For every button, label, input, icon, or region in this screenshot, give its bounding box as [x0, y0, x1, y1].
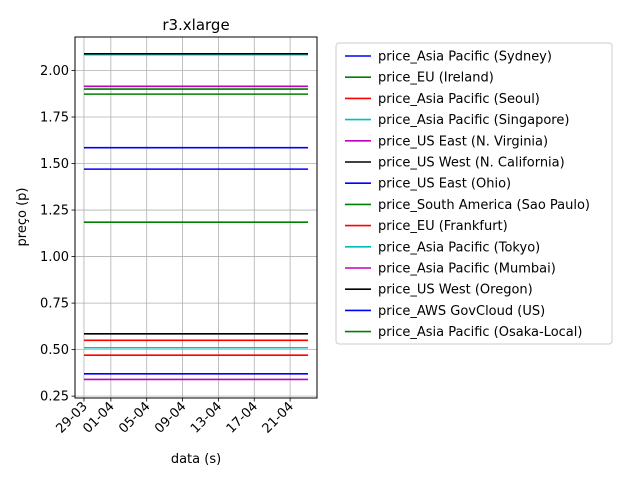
- y-tick-label: 1.75: [40, 111, 69, 126]
- y-axis-label: preço (p): [15, 188, 30, 247]
- legend-label: price_US West (Oregon): [378, 283, 533, 298]
- y-tick-label: 0.75: [40, 297, 69, 312]
- legend-label: price_Asia Pacific (Tokyo): [378, 240, 540, 255]
- chart-title: r3.xlarge: [162, 16, 229, 34]
- y-tick-label: 1.00: [40, 250, 69, 265]
- legend-label: price_EU (Frankfurt): [378, 219, 508, 234]
- legend-label: price_Asia Pacific (Sydney): [378, 50, 552, 65]
- legend-label: price_AWS GovCloud (US): [378, 304, 545, 319]
- y-tick-label: 0.25: [40, 390, 69, 405]
- series-lines: [83, 52, 309, 381]
- legend-label: price_EU (Ireland): [378, 71, 494, 86]
- legend-label: price_Asia Pacific (Singapore): [378, 113, 569, 128]
- legend-label: price_Asia Pacific (Osaka-Local): [378, 325, 582, 340]
- y-tick-label: 1.50: [40, 157, 69, 172]
- legend-label: price_Asia Pacific (Mumbai): [378, 262, 556, 277]
- y-tick-label: 2.00: [40, 64, 69, 79]
- legend-label: price_Asia Pacific (Seoul): [378, 92, 540, 107]
- legend: price_Asia Pacific (Sydney) price_EU (Ire…: [335, 42, 613, 345]
- y-axis: 0.25 0.50 0.75 1.00 1.25 1.50 1.75 2.00: [40, 64, 75, 405]
- legend-label: price_US East (Ohio): [378, 177, 511, 192]
- legend-frame: [335, 42, 613, 345]
- y-tick-label: 0.50: [40, 343, 69, 358]
- x-axis-label: data (s): [171, 452, 221, 467]
- legend-label: price_South America (Sao Paulo): [378, 198, 590, 213]
- y-tick-label: 1.25: [40, 204, 69, 219]
- grid: [75, 37, 317, 398]
- legend-label: price_US East (N. Virginia): [378, 134, 548, 149]
- legend-label: price_US West (N. California): [378, 156, 565, 171]
- plot-frame: [74, 36, 318, 399]
